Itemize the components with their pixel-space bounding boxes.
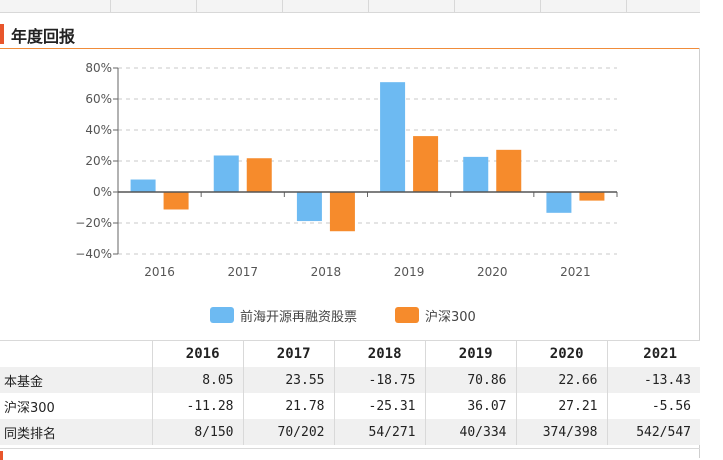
y-tick-label: −40% xyxy=(75,247,112,261)
next-section-edge xyxy=(0,448,700,460)
bar-fund xyxy=(213,155,239,192)
row-label: 同类排名 xyxy=(0,419,153,445)
legend-label-fund: 前海开源再融资股票 xyxy=(240,309,358,325)
y-tick-label: 0% xyxy=(93,185,112,199)
row-label: 本基金 xyxy=(0,367,153,393)
header-cell: 2021 xyxy=(607,340,700,367)
x-tick-label: 2017 xyxy=(227,265,258,279)
table-cell: 8/150 xyxy=(152,419,244,445)
bar-fund xyxy=(463,156,489,192)
table-cell: 22.66 xyxy=(516,367,608,393)
header-accent-bar xyxy=(0,24,4,44)
table-cell: -18.75 xyxy=(334,367,426,393)
table-row: 同类排名 8/150 70/202 54/271 40/334 374/398 … xyxy=(0,419,700,445)
table-cell: -11.28 xyxy=(152,393,244,419)
panel-title: 年度回报 xyxy=(11,27,76,46)
table-row: 沪深300 -11.28 21.78 -25.31 36.07 27.21 -5… xyxy=(0,393,700,419)
header-cell xyxy=(0,340,153,367)
bar-index xyxy=(329,192,355,232)
next-section-accent xyxy=(0,451,3,460)
table-cell: 27.21 xyxy=(516,393,608,419)
panel-right-border xyxy=(699,48,700,458)
table-cell: 374/398 xyxy=(516,419,608,445)
header-cell: 2019 xyxy=(425,340,517,367)
bar-index xyxy=(496,149,522,192)
header-cell: 2018 xyxy=(334,340,426,367)
legend-item-fund[interactable]: 前海开源再融资股票 xyxy=(210,305,357,325)
bar-index xyxy=(246,158,272,192)
table-cell: -13.43 xyxy=(607,367,700,393)
table-cell: -25.31 xyxy=(334,393,426,419)
y-tick-label: 20% xyxy=(85,154,112,168)
bar-fund xyxy=(380,82,406,192)
x-tick-label: 2016 xyxy=(144,265,175,279)
y-tick-label: −20% xyxy=(75,216,112,230)
bar-index xyxy=(413,136,439,192)
table-header-row: 2016 2017 2018 2019 2020 2021 xyxy=(0,340,700,367)
header-cell: 2016 xyxy=(152,340,244,367)
x-tick-label: 2019 xyxy=(394,265,425,279)
table-cell: 36.07 xyxy=(425,393,517,419)
table-cell: 542/547 xyxy=(607,419,700,445)
bar-index xyxy=(163,192,189,210)
table-cell: 23.55 xyxy=(243,367,335,393)
legend-swatch-fund xyxy=(210,307,234,323)
table-cell: 40/334 xyxy=(425,419,517,445)
y-tick-label: 40% xyxy=(85,123,112,137)
bar-fund xyxy=(296,192,322,222)
bar-index xyxy=(579,192,605,201)
bar-fund xyxy=(130,179,156,192)
annual-return-panel: 年度回报 xyxy=(0,18,700,458)
table-cell: 70.86 xyxy=(425,367,517,393)
annual-return-table: 2016 2017 2018 2019 2020 2021 本基金 8.05 2… xyxy=(0,340,700,445)
legend-label-index: 沪深300 xyxy=(425,309,476,325)
row-label: 沪深300 xyxy=(0,393,153,419)
table-row: 本基金 8.05 23.55 -18.75 70.86 22.66 -13.43 xyxy=(0,367,700,393)
annual-return-chart: 80% 60% 40% 20% 0% −20% −40% 2016 2017 2018 2019 20… xyxy=(75,61,618,279)
x-tick-label: 2018 xyxy=(311,265,342,279)
table-cell: 21.78 xyxy=(243,393,335,419)
x-tick-label: 2020 xyxy=(477,265,508,279)
bar-fund xyxy=(546,192,572,213)
panel-header: 年度回报 xyxy=(0,18,700,49)
y-tick-label: 80% xyxy=(85,61,112,75)
y-tick-label: 60% xyxy=(85,92,112,106)
header-cell: 2020 xyxy=(516,340,608,367)
table-cell: -5.56 xyxy=(607,393,700,419)
header-cell: 2017 xyxy=(243,340,335,367)
x-tick-label: 2021 xyxy=(560,265,591,279)
table-cell: 54/271 xyxy=(334,419,426,445)
legend-item-index[interactable]: 沪深300 xyxy=(395,305,476,325)
table-cell: 8.05 xyxy=(152,367,244,393)
legend-swatch-index xyxy=(395,307,419,323)
previous-table-strip xyxy=(0,0,700,13)
table-cell: 70/202 xyxy=(243,419,335,445)
